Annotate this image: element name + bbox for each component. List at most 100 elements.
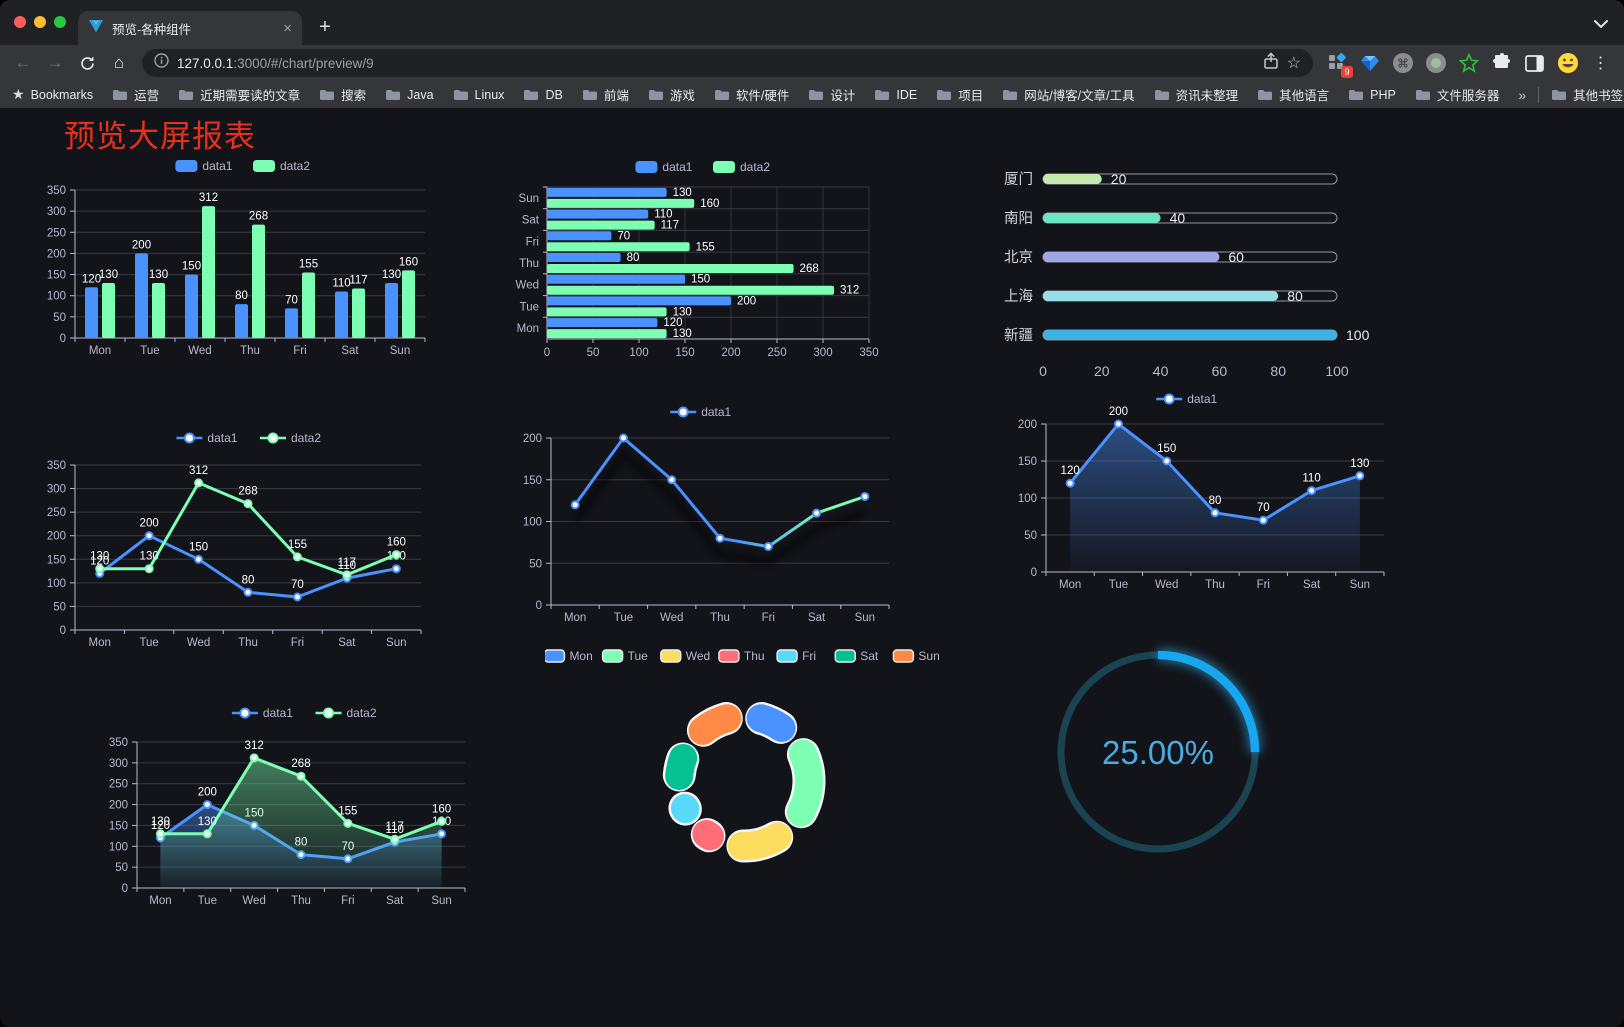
- tab-search-chevron-down-icon[interactable]: [1594, 15, 1608, 33]
- sidebar-panel-icon[interactable]: [1519, 48, 1550, 78]
- svg-text:0: 0: [1039, 363, 1047, 379]
- svg-text:北京: 北京: [1004, 249, 1033, 266]
- svg-text:data1: data1: [202, 159, 232, 173]
- bookmark-folder-label: 网站/博客/文章/工具: [1024, 89, 1135, 103]
- svg-text:268: 268: [238, 486, 257, 498]
- svg-text:117: 117: [338, 557, 356, 569]
- browser-tab[interactable]: 预览-各种组件 ×: [78, 11, 302, 45]
- extension-grid-diamond-icon[interactable]: 9: [1321, 48, 1353, 78]
- svg-text:150: 150: [47, 270, 66, 282]
- svg-text:Thu: Thu: [238, 637, 258, 649]
- new-tab-button[interactable]: +: [319, 15, 331, 38]
- bookmark-folder-label: 项目: [958, 89, 984, 103]
- bookmark-folder-item[interactable]: 前端: [582, 85, 629, 104]
- extension-dot-circle-icon[interactable]: [1420, 48, 1451, 78]
- bookmark-folder-item[interactable]: 运营: [112, 85, 159, 104]
- svg-text:130: 130: [673, 306, 692, 318]
- svg-text:80: 80: [235, 290, 248, 302]
- bookmark-folder-item[interactable]: 文件服务器: [1415, 85, 1500, 104]
- extension-badge: 9: [1341, 66, 1353, 78]
- svg-text:Sun: Sun: [519, 193, 539, 205]
- bookmark-folder-item[interactable]: 资讯未整理: [1154, 85, 1239, 104]
- bookmark-folder-label: 前端: [603, 89, 629, 103]
- extension-gem-icon[interactable]: [1354, 48, 1385, 78]
- svg-text:110: 110: [386, 824, 404, 836]
- bookmark-folder-label: 资讯未整理: [1175, 89, 1239, 103]
- extensions-puzzle-icon[interactable]: [1486, 48, 1517, 78]
- site-info-icon[interactable]: [154, 53, 169, 73]
- bookmark-folder-item[interactable]: Java: [385, 85, 434, 104]
- home-button[interactable]: ⌂: [113, 53, 125, 72]
- svg-text:data1: data1: [207, 431, 237, 445]
- share-icon[interactable]: [1263, 51, 1279, 75]
- svg-text:厦门: 厦门: [1004, 171, 1033, 188]
- svg-text:130: 130: [140, 551, 159, 563]
- zoom-window-button[interactable]: [54, 16, 66, 28]
- bookmark-folder-item[interactable]: 网站/博客/文章/工具: [1002, 85, 1135, 104]
- bookmark-folder-list: 运营 近期需要读的文章 搜索 Java Linux DB 前端 游戏 软件/硬件 设计 IDE 项目 网…: [112, 85, 1499, 104]
- forward-button[interactable]: →: [46, 53, 64, 72]
- address-bar[interactable]: 127.0.0.1:3000/#/chart/preview/9 ☆: [142, 49, 1313, 77]
- bookmark-folder-item[interactable]: Linux: [453, 85, 504, 104]
- bookmark-folder-item[interactable]: 搜索: [319, 85, 366, 104]
- url-text[interactable]: 127.0.0.1:3000/#/chart/preview/9: [177, 56, 1255, 71]
- svg-text:Wed: Wed: [188, 345, 211, 357]
- bookmark-folder-item[interactable]: 项目: [936, 85, 983, 104]
- svg-text:0: 0: [122, 883, 128, 895]
- svg-text:Sat: Sat: [522, 215, 540, 227]
- svg-text:110: 110: [332, 277, 350, 289]
- svg-text:0: 0: [544, 347, 550, 359]
- svg-text:0: 0: [60, 333, 66, 345]
- close-window-button[interactable]: [14, 16, 26, 28]
- extension-command-icon[interactable]: ⌘: [1387, 48, 1418, 78]
- svg-text:117: 117: [349, 275, 367, 287]
- svg-text:Tue: Tue: [1109, 579, 1128, 591]
- svg-text:Fri: Fri: [802, 649, 816, 663]
- bookmark-folder-item[interactable]: 游戏: [648, 85, 695, 104]
- reload-button[interactable]: [72, 48, 102, 78]
- svg-text:300: 300: [47, 206, 66, 218]
- svg-text:Mon: Mon: [1059, 579, 1081, 591]
- svg-text:Fri: Fri: [1257, 579, 1270, 591]
- bookmark-folder-item[interactable]: 其他语言: [1257, 85, 1329, 104]
- bookmark-folder-label: DB: [545, 87, 563, 102]
- chart-progress-bars: 厦门 20 南阳 40 北京 60 上海 80 新疆 100 0 20 40 60 80 100: [985, 160, 1395, 385]
- svg-text:Sun: Sun: [431, 895, 451, 905]
- svg-text:Thu: Thu: [1205, 579, 1225, 591]
- svg-text:150: 150: [1018, 456, 1037, 468]
- bookmark-folder-label: 运营: [134, 89, 160, 103]
- minimize-window-button[interactable]: [34, 16, 46, 28]
- svg-text:130: 130: [90, 551, 109, 563]
- tab-close-icon[interactable]: ×: [283, 19, 292, 37]
- svg-text:312: 312: [245, 740, 264, 752]
- chart-horizontal-bar: 0 50 100 150 200 250 300 350 Sun Sat Fri Thu Wed Tue M…: [505, 155, 905, 367]
- bookmarks-overflow-chevron[interactable]: »: [1518, 86, 1527, 103]
- extension-green-star-icon[interactable]: [1453, 48, 1484, 78]
- svg-text:312: 312: [840, 285, 859, 297]
- svg-text:Wed: Wed: [1155, 579, 1178, 591]
- svg-text:200: 200: [737, 295, 756, 307]
- svg-text:Mon: Mon: [89, 345, 111, 357]
- bookmark-folder-item[interactable]: 设计: [808, 85, 855, 104]
- svg-text:Mon: Mon: [517, 323, 539, 335]
- bookmark-folder-item[interactable]: 近期需要读的文章: [178, 85, 300, 104]
- svg-text:120: 120: [1061, 465, 1080, 477]
- bookmark-folder-item[interactable]: IDE: [874, 85, 917, 104]
- back-button[interactable]: ←: [14, 53, 32, 72]
- bookmark-folder-item[interactable]: 软件/硬件: [714, 85, 789, 104]
- svg-text:70: 70: [285, 294, 298, 306]
- svg-text:100: 100: [47, 291, 66, 303]
- bookmarks-star-icon: ★: [12, 86, 25, 102]
- browser-menu-icon[interactable]: ⋮: [1592, 55, 1609, 72]
- bookmark-folder-item[interactable]: DB: [523, 85, 563, 104]
- bookmark-folder-item[interactable]: PHP: [1348, 85, 1396, 104]
- svg-text:155: 155: [288, 539, 307, 551]
- svg-text:100: 100: [523, 517, 542, 529]
- svg-text:Sun: Sun: [386, 637, 406, 649]
- other-bookmarks-folder[interactable]: 其他书签: [1551, 85, 1623, 104]
- emoji-extension-icon[interactable]: [1552, 48, 1583, 78]
- bookmark-folder-label: 文件服务器: [1436, 89, 1500, 103]
- bookmark-star-icon[interactable]: ☆: [1286, 55, 1301, 72]
- svg-text:150: 150: [47, 554, 66, 566]
- bookmarks-manager-item[interactable]: ★ Bookmarks: [12, 86, 93, 103]
